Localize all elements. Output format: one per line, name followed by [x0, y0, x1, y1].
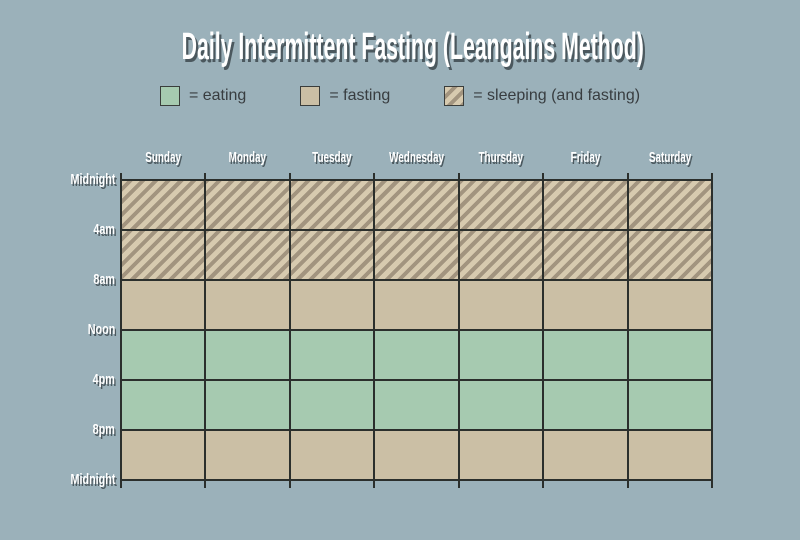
grid-hline [121, 179, 712, 181]
time-tick-midnight-6: Midnight [0, 472, 115, 488]
time-tick-8am-2: 8am [0, 272, 115, 288]
day-header-text: Sunday [145, 149, 182, 166]
sleeping-hatch-swatch-icon [444, 86, 465, 106]
fasting-swatch-icon [300, 86, 321, 106]
grid-vline [711, 173, 713, 488]
time-tick-text: 4pm [92, 371, 115, 388]
schedule-band-sleeping-1 [121, 230, 712, 280]
day-header-sunday: Sunday [121, 150, 205, 166]
grid-hline [121, 429, 712, 431]
grid-vline [288, 173, 291, 488]
time-tick-midnight-0: Midnight [0, 172, 115, 188]
grid-hline [121, 379, 712, 381]
time-tick-4am-1: 4am [0, 222, 115, 238]
legend-item-eating: = eating [159, 86, 247, 106]
time-tick-8pm-5: 8pm [0, 422, 115, 438]
grid-vline [204, 173, 207, 488]
legend-label-sleeping: = sleeping (and fasting) [473, 87, 641, 104]
day-header-tuesday: Tuesday [290, 150, 374, 166]
day-header-text: Monday [228, 149, 267, 166]
day-header-text: Wednesday [389, 149, 444, 166]
day-header-text: Friday [570, 149, 601, 166]
schedule-band-eating-4 [121, 380, 712, 430]
time-tick-text: Noon [87, 321, 115, 338]
grid-hline [121, 229, 712, 231]
legend-label-fasting: = fasting [329, 87, 391, 104]
day-header-text: Saturday [648, 149, 691, 166]
schedule-band-sleeping-0 [121, 180, 712, 230]
legend-label-eating: = eating [188, 87, 247, 104]
grid-hline [121, 329, 712, 331]
legend-item-sleeping: = sleeping (and fasting) [444, 86, 640, 106]
schedule-band-fasting-2 [121, 280, 712, 330]
time-tick-text: 8am [93, 271, 115, 288]
day-header-wednesday: Wednesday [374, 150, 458, 166]
day-header-monday: Monday [205, 150, 289, 166]
schedule-band-eating-3 [121, 330, 712, 380]
time-tick-text: 8pm [92, 421, 115, 438]
time-tick-text: Midnight [70, 171, 115, 188]
day-header-saturday: Saturday [628, 150, 712, 166]
grid-vline [120, 173, 122, 488]
day-header-text: Tuesday [312, 149, 352, 166]
eating-swatch-icon [159, 86, 180, 106]
grid-vline [457, 173, 460, 488]
grid-vline [626, 173, 629, 488]
time-tick-4pm-4: 4pm [0, 372, 115, 388]
grid-vline [542, 173, 545, 488]
grid-hline [121, 479, 712, 481]
grid-vline [373, 173, 376, 488]
legend: = eating = fasting = sleeping (and fasti… [0, 86, 800, 106]
day-header-text: Thursday [478, 149, 524, 166]
time-tick-text: 4am [93, 221, 115, 238]
day-header-friday: Friday [543, 150, 627, 166]
page-title: Daily Intermittent Fasting (Leangains Me… [0, 26, 800, 68]
legend-item-fasting: = fasting [300, 86, 390, 106]
time-tick-noon-3: Noon [0, 322, 115, 338]
day-header-thursday: Thursday [459, 150, 543, 166]
time-tick-text: Midnight [70, 471, 115, 488]
schedule-band-fasting-5 [121, 430, 712, 480]
page-title-text: Daily Intermittent Fasting (Leangains Me… [181, 26, 644, 68]
grid-hline [121, 279, 712, 281]
